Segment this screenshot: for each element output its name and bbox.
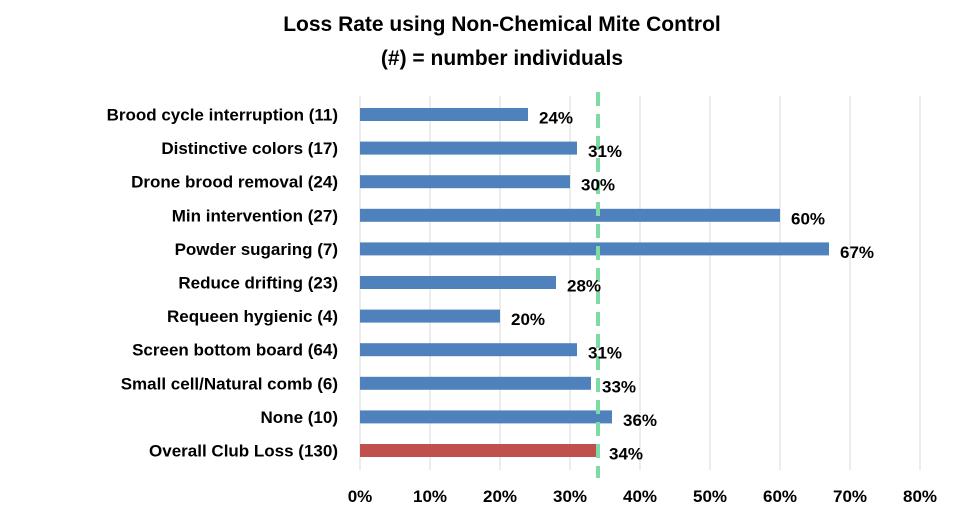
data-label-11: 34%: [609, 445, 643, 464]
data-label-4: 60%: [791, 209, 825, 228]
x-tick-label-50: 50%: [693, 487, 727, 506]
data-label-7: 20%: [511, 310, 545, 329]
data-label-10: 36%: [623, 411, 657, 430]
x-tick-label-40: 40%: [623, 487, 657, 506]
category-label-8: Screen bottom board (64): [132, 341, 338, 360]
bar-11: [360, 444, 598, 457]
x-axis-tick-labels: 0% 10% 20% 30% 40% 50% 60% 70% 80%: [348, 487, 937, 506]
x-tick-label-0: 0%: [348, 487, 373, 506]
bar-6: [360, 276, 556, 289]
x-tick-label-70: 70%: [833, 487, 867, 506]
data-label-1: 24%: [539, 109, 573, 128]
bar-5: [360, 242, 829, 256]
category-label-3: Drone brood removal (24): [131, 173, 338, 192]
gridlines: [359, 96, 921, 470]
bar-7: [360, 309, 500, 323]
data-label-3: 30%: [581, 176, 615, 195]
bar-9: [360, 376, 591, 390]
category-label-6: Reduce drifting (23): [178, 274, 338, 293]
x-tick-label-80: 80%: [903, 487, 937, 506]
data-label-5: 67%: [840, 243, 874, 262]
bar-2: [360, 141, 577, 155]
bar-3: [360, 175, 570, 189]
data-label-8: 31%: [588, 344, 622, 363]
category-label-9: Small cell/Natural comb (6): [121, 374, 338, 393]
bar-1: [360, 108, 528, 121]
bar-8: [360, 343, 577, 357]
category-label-2: Distinctive colors (17): [161, 139, 338, 158]
data-label-2: 31%: [588, 142, 622, 161]
category-label-11: Overall Club Loss (130): [149, 442, 338, 461]
bars: [360, 108, 829, 457]
category-label-5: Powder sugaring (7): [175, 240, 338, 259]
data-label-9: 33%: [602, 377, 636, 396]
chart-title-line-2: (#) = number individuals: [381, 47, 623, 70]
data-label-6: 28%: [567, 277, 601, 296]
bar-10: [360, 410, 612, 424]
category-labels: Brood cycle interruption (11) Distinctive…: [107, 106, 338, 461]
x-tick-label-30: 30%: [553, 487, 587, 506]
x-tick-label-60: 60%: [763, 487, 797, 506]
x-tick-label-10: 10%: [413, 487, 447, 506]
category-label-1: Brood cycle interruption (11): [107, 106, 338, 125]
x-tick-label-20: 20%: [483, 487, 517, 506]
category-label-4: Min intervention (27): [172, 206, 338, 225]
data-labels: 24% 31% 30% 60% 67% 28% 20% 31% 33% 36% 34%: [511, 109, 874, 464]
bar-4: [360, 208, 780, 222]
chart-title-line-1: Loss Rate using Non-Chemical Mite Contro…: [283, 13, 721, 36]
category-label-10: None (10): [261, 408, 338, 427]
category-label-7: Requeen hygienic (4): [167, 307, 338, 326]
